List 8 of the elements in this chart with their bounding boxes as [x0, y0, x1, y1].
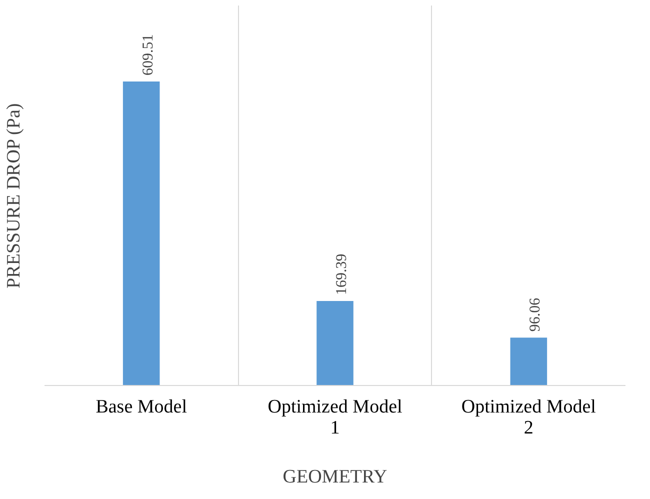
data-label: 169.39 — [334, 254, 350, 296]
x-tick-label: Base Model — [96, 396, 187, 418]
y-axis-title: PRESSURE DROP (Pa) — [4, 103, 24, 288]
x-axis-title: GEOMETRY — [282, 466, 388, 488]
x-tick-label: Optimized Model 2 — [461, 396, 596, 438]
data-label: 96.06 — [528, 297, 544, 332]
x-tick-label: Optimized Model 1 — [268, 396, 402, 438]
data-label: 609.51 — [140, 34, 156, 76]
